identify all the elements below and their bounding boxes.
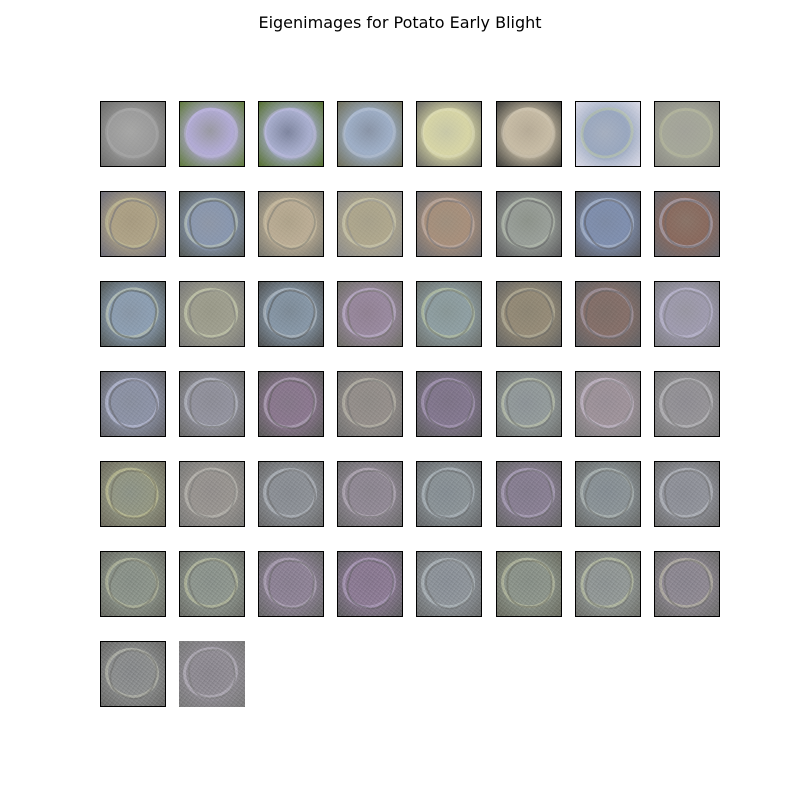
eigenimage-41 <box>100 551 166 617</box>
eigenimage-38 <box>496 461 562 527</box>
eigenimage-48 <box>654 551 720 617</box>
eigenimage-18 <box>179 281 245 347</box>
eigenimage-12 <box>337 191 403 257</box>
eigenimage-46 <box>496 551 562 617</box>
eigenimage-8 <box>654 101 720 167</box>
eigenimage-17 <box>100 281 166 347</box>
eigenimage-27 <box>258 371 324 437</box>
eigenimage-20 <box>337 281 403 347</box>
eigenimage-2 <box>179 101 245 167</box>
eigenimage-3 <box>258 101 324 167</box>
eigenimage-26 <box>179 371 245 437</box>
eigenimage-10 <box>179 191 245 257</box>
eigenimage-5 <box>416 101 482 167</box>
eigenimage-42 <box>179 551 245 617</box>
eigenimage-30 <box>496 371 562 437</box>
eigenimage-33 <box>100 461 166 527</box>
eigenimage-1 <box>100 101 166 167</box>
eigenimage-32 <box>654 371 720 437</box>
eigenimage-47 <box>575 551 641 617</box>
eigenimage-44 <box>337 551 403 617</box>
eigenimage-7 <box>575 101 641 167</box>
eigenimage-35 <box>258 461 324 527</box>
eigenimage-21 <box>416 281 482 347</box>
eigenimage-28 <box>337 371 403 437</box>
eigenimage-49 <box>100 641 166 707</box>
eigenimage-19 <box>258 281 324 347</box>
eigenimage-11 <box>258 191 324 257</box>
eigenimage-43 <box>258 551 324 617</box>
eigenimage-31 <box>575 371 641 437</box>
eigenimage-13 <box>416 191 482 257</box>
figure-title: Eigenimages for Potato Early Blight <box>258 13 542 32</box>
eigenimage-36 <box>337 461 403 527</box>
eigenimage-22 <box>496 281 562 347</box>
eigenimage-16 <box>654 191 720 257</box>
eigenimage-34 <box>179 461 245 527</box>
eigenimage-15 <box>575 191 641 257</box>
eigenimage-29 <box>416 371 482 437</box>
eigenimage-4 <box>337 101 403 167</box>
eigenimage-40 <box>654 461 720 527</box>
eigenimage-45 <box>416 551 482 617</box>
eigenimage-37 <box>416 461 482 527</box>
eigenimage-9 <box>100 191 166 257</box>
eigenimage-50 <box>179 641 245 707</box>
eigenimage-25 <box>100 371 166 437</box>
eigenimage-14 <box>496 191 562 257</box>
eigenimage-23 <box>575 281 641 347</box>
eigenimage-6 <box>496 101 562 167</box>
eigenimage-39 <box>575 461 641 527</box>
eigenimage-24 <box>654 281 720 347</box>
